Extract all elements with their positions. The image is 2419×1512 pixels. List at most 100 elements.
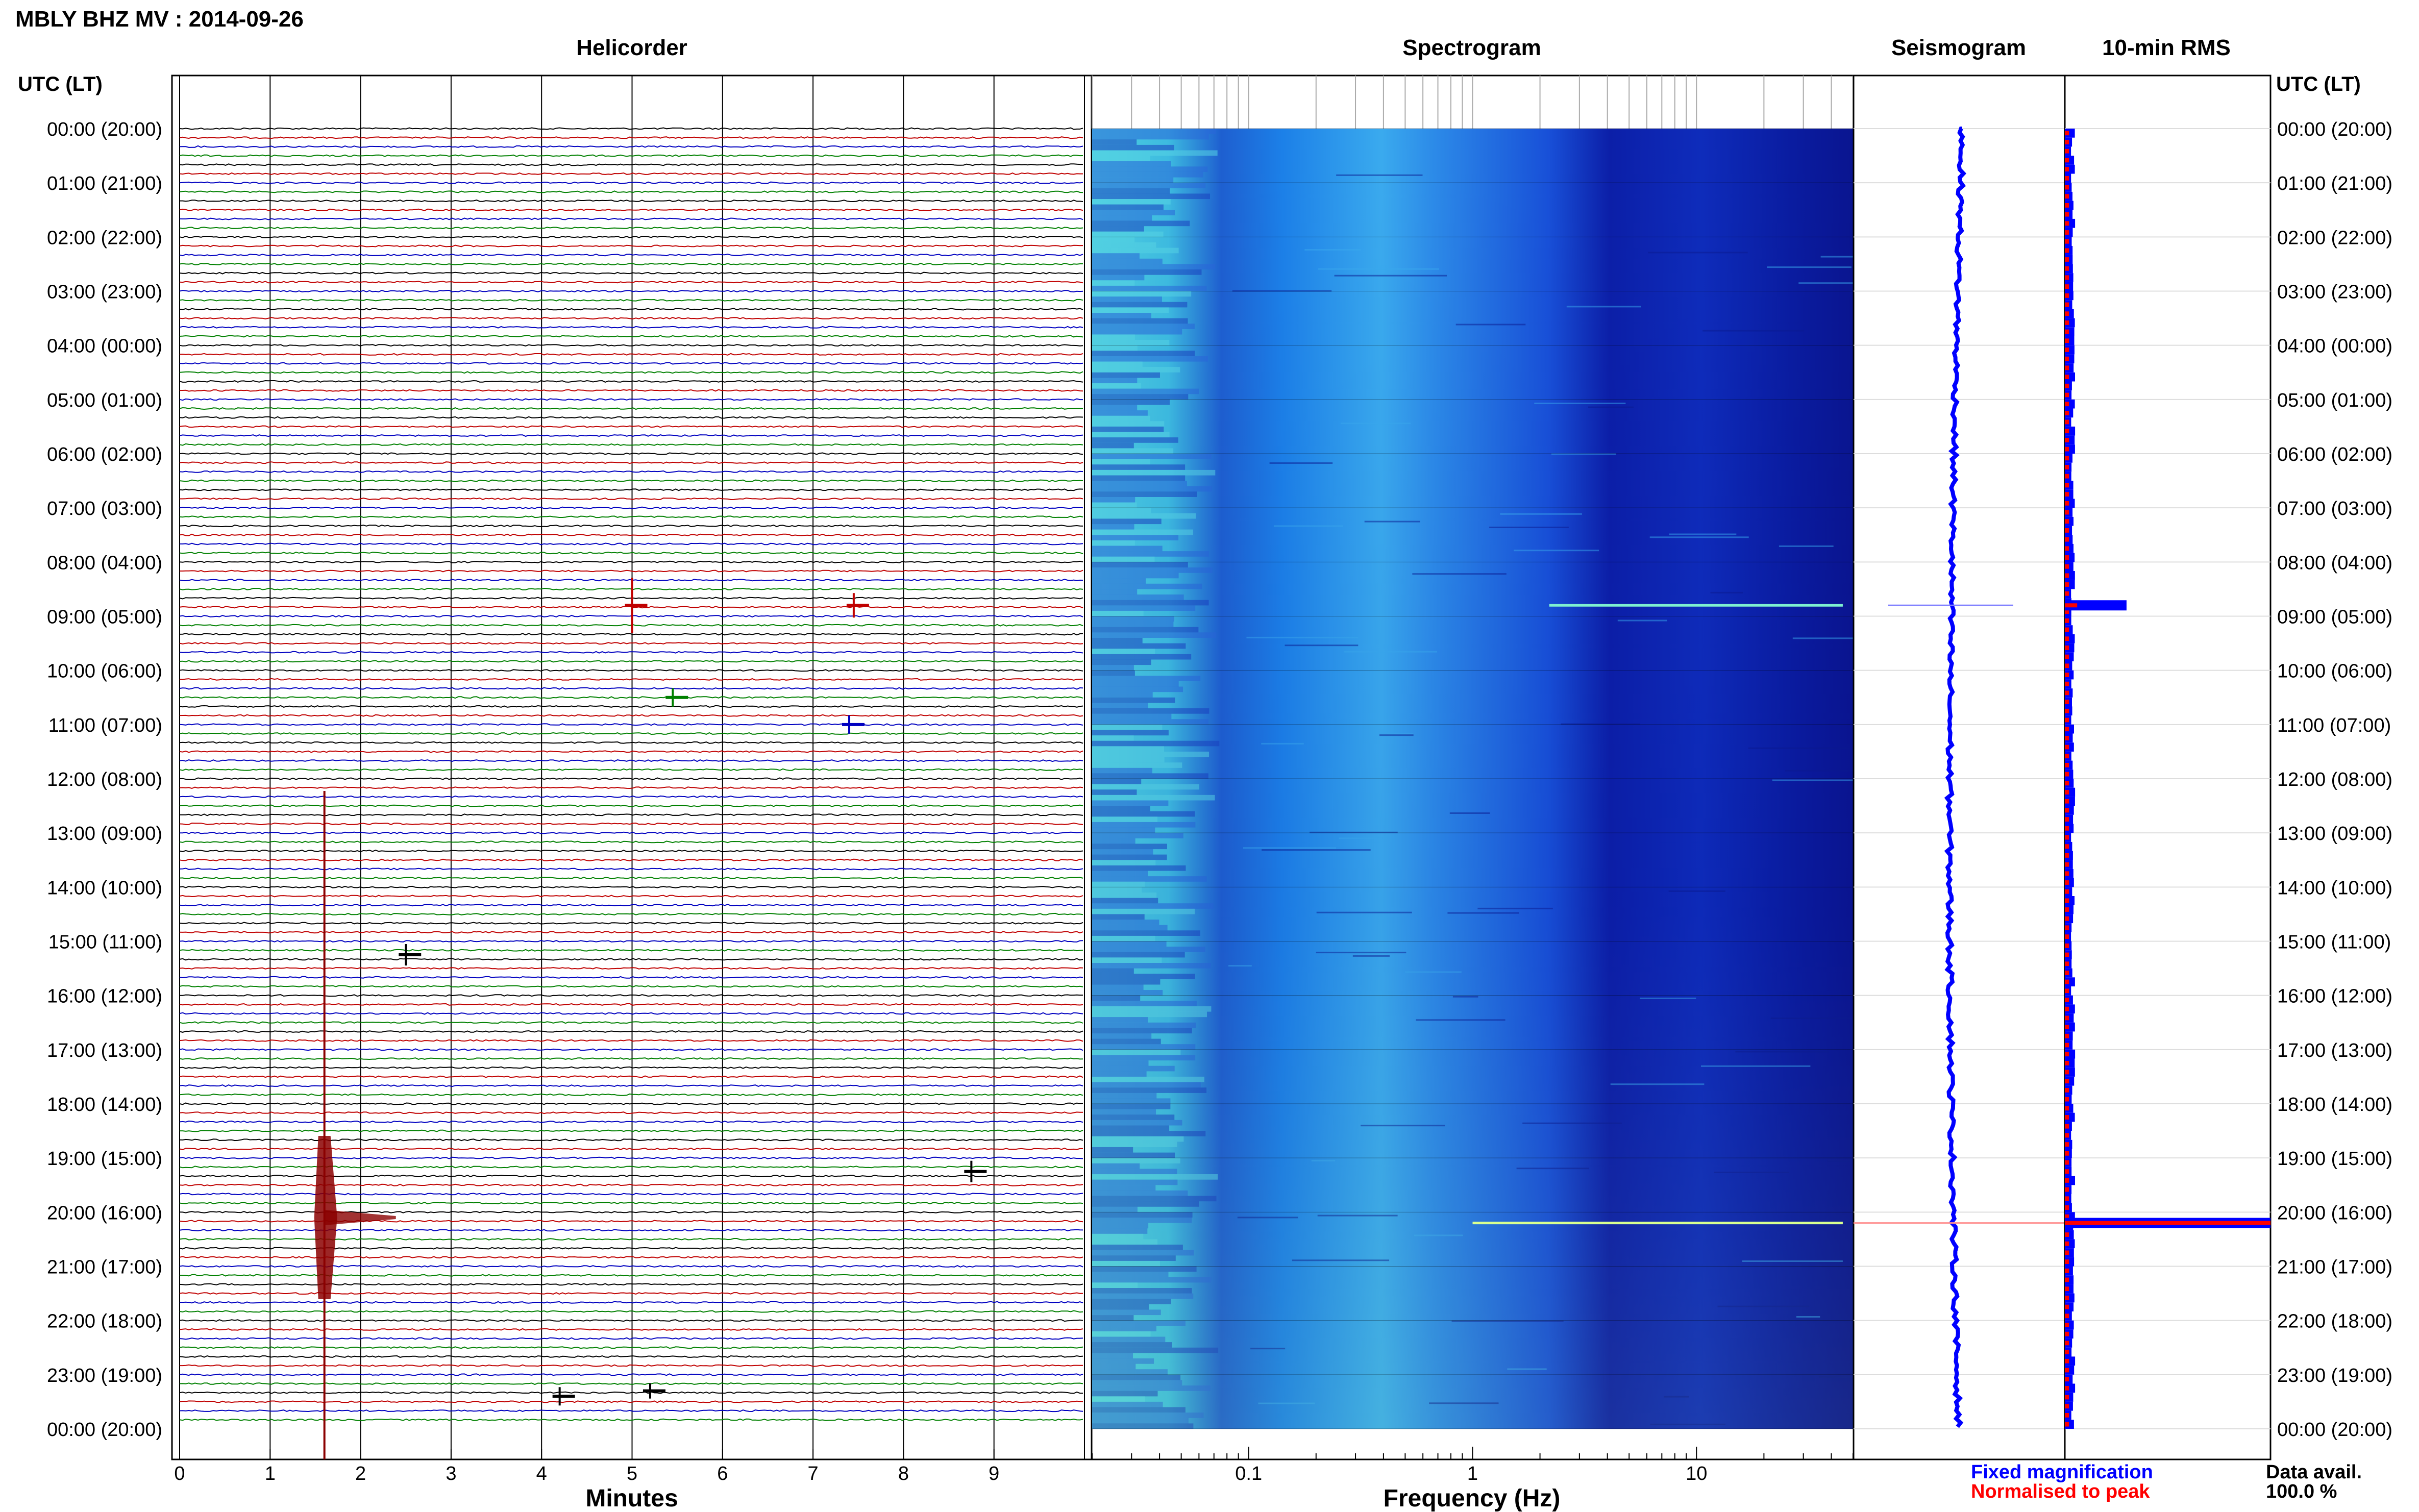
rms-bar-normalised	[2065, 402, 2069, 407]
rms-bar-normalised	[2065, 663, 2069, 668]
rms-bar-normalised	[2065, 1313, 2069, 1319]
helicorder-trace-line	[179, 1337, 1083, 1340]
helicorder-trace-line	[179, 939, 1083, 943]
rms-bar-normalised	[2065, 1178, 2069, 1183]
time-tick-label-left: 06:00 (02:00)	[47, 444, 162, 465]
chart-title: MBLY BHZ MV : 2014-09-26	[15, 7, 304, 32]
rms-bar-normalised	[2065, 727, 2069, 732]
rms-bar-normalised	[2065, 158, 2069, 163]
helicorder-trace-line	[179, 1409, 1083, 1412]
helicorder-trace-line	[179, 741, 1083, 744]
helicorder-trace-line	[179, 949, 1083, 952]
helicorder-trace-line	[179, 931, 1083, 934]
rms-bar-normalised	[2065, 411, 2069, 415]
rms-bar-normalised	[2065, 392, 2069, 398]
rms-bar-normalised	[2065, 1133, 2069, 1138]
minute-tick-label: 0	[174, 1463, 185, 1484]
minutes-axis-label: Minutes	[585, 1485, 678, 1512]
helicorder-trace-line	[179, 732, 1083, 735]
time-tick-label-right: 04:00 (00:00)	[2277, 336, 2392, 357]
frequency-tick-label: 10	[1686, 1463, 1707, 1484]
time-tick-label-right: 10:00 (06:00)	[2277, 661, 2392, 682]
helicorder-trace-line	[179, 227, 1083, 230]
rms-bar-normalised	[2065, 528, 2069, 533]
helicorder-events	[314, 578, 987, 1459]
time-tick-label-left: 22:00 (18:00)	[47, 1311, 162, 1332]
helicorder-trace-line	[179, 389, 1083, 392]
rms-bar-normalised	[2065, 438, 2069, 442]
rms-bar-normalised	[2065, 474, 2069, 479]
rms-bar-normalised	[2065, 1006, 2069, 1011]
time-tick-label-left: 00:00 (20:00)	[47, 1419, 162, 1441]
rms-bar-normalised	[2065, 1205, 2069, 1210]
spectrogram-frequency-ticks	[1092, 76, 1854, 1459]
rms-bar-normalised	[2065, 1395, 2069, 1400]
helicorder-trace-line	[179, 651, 1083, 654]
helicorder-trace-line	[179, 533, 1083, 536]
time-axis-right: 00:00 (20:00) 01:00 (21:00) 02:00 (22:00) 0…	[2263, 119, 2392, 1441]
time-tick-label-left: 10:00 (06:00)	[47, 661, 162, 682]
helicorder-panel	[171, 75, 1093, 1460]
helicorder-trace-line	[179, 362, 1083, 365]
helicorder-trace-line	[179, 696, 1083, 699]
rms-bar-normalised	[2065, 1061, 2069, 1065]
helicorder-trace-line	[179, 867, 1083, 871]
helicorder-trace-line	[179, 1418, 1083, 1421]
rms-bar-normalised	[2065, 1196, 2069, 1201]
rms-bar-normalised	[2065, 844, 2069, 849]
time-tick-label-right: 23:00 (19:00)	[2277, 1365, 2392, 1386]
time-tick-label-left: 18:00 (14:00)	[47, 1094, 162, 1116]
helicorder-trace-line	[179, 552, 1083, 555]
rms-bar-normalised	[2065, 1286, 2069, 1292]
rms-bar-normalised	[2065, 1268, 2069, 1273]
rms-bar-normalised	[2065, 808, 2069, 813]
rms-bar-normalised	[2065, 862, 2069, 867]
helicorder-trace-line	[179, 317, 1083, 320]
helicorder-trace-line	[179, 461, 1083, 464]
helicorder-trace-line	[179, 714, 1083, 717]
helicorder-trace-line	[180, 1129, 1083, 1132]
helicorder-trace-line	[179, 525, 1083, 528]
helicorder-trace-line	[179, 560, 1083, 563]
rms-bar-normalised	[2065, 799, 2069, 804]
rms-bar-normalised	[2065, 1033, 2069, 1038]
time-tick-label-right: 05:00 (01:00)	[2277, 390, 2392, 411]
frequency-tick-label: 0.1	[1235, 1463, 1262, 1484]
rms-bar-normalised	[2065, 573, 2069, 578]
rms-bar-normalised	[2065, 365, 2069, 370]
rms-bar-normalised	[2065, 898, 2069, 903]
rms-bar-normalised	[2065, 194, 2069, 199]
helicorder-trace-line	[179, 967, 1083, 970]
seismogram-title: Seismogram	[1891, 35, 2026, 60]
time-tick-label-left: 02:00 (22:00)	[47, 227, 162, 249]
time-tick-label-left: 05:00 (01:00)	[47, 390, 162, 411]
helicorder-trace-line	[179, 840, 1083, 844]
rms-bar-normalised	[2065, 447, 2069, 452]
helicorder-trace-line	[180, 1364, 1083, 1367]
rms-bar-normalised	[2065, 925, 2069, 930]
helicorder-trace-line	[179, 308, 1083, 311]
helicorder-trace-line	[179, 371, 1083, 374]
rms-bar-normalised	[2065, 763, 2069, 767]
rms-bar-normalised	[2065, 356, 2069, 361]
helicorder-trace-line	[179, 750, 1083, 753]
helicorder-trace-line	[179, 895, 1083, 898]
rms-bar-normalised	[2065, 853, 2069, 858]
rms-title: 10-min RMS	[2102, 35, 2231, 60]
time-tick-label-left: 01:00 (21:00)	[47, 173, 162, 194]
helicorder-trace-line	[179, 190, 1083, 193]
rms-bar-normalised	[2065, 871, 2069, 876]
helicorder-trace-line	[179, 1400, 1083, 1403]
rms-bar-normalised	[2065, 1070, 2069, 1075]
rms-bar-normalised	[2065, 131, 2069, 136]
rms-bar-normalised	[2065, 609, 2069, 614]
rms-bar-normalised	[2065, 248, 2069, 253]
helicorder-trace-line	[179, 994, 1083, 997]
helicorder-trace-line	[179, 660, 1083, 663]
rms-bar-normalised	[2065, 754, 2069, 759]
helicorder-trace-line	[179, 163, 1083, 166]
minute-tick-label: 2	[355, 1463, 366, 1484]
helicorder-trace-line	[179, 642, 1083, 645]
rms-bar-normalised	[2065, 1358, 2069, 1364]
rms-bar-normalised	[2065, 419, 2069, 425]
